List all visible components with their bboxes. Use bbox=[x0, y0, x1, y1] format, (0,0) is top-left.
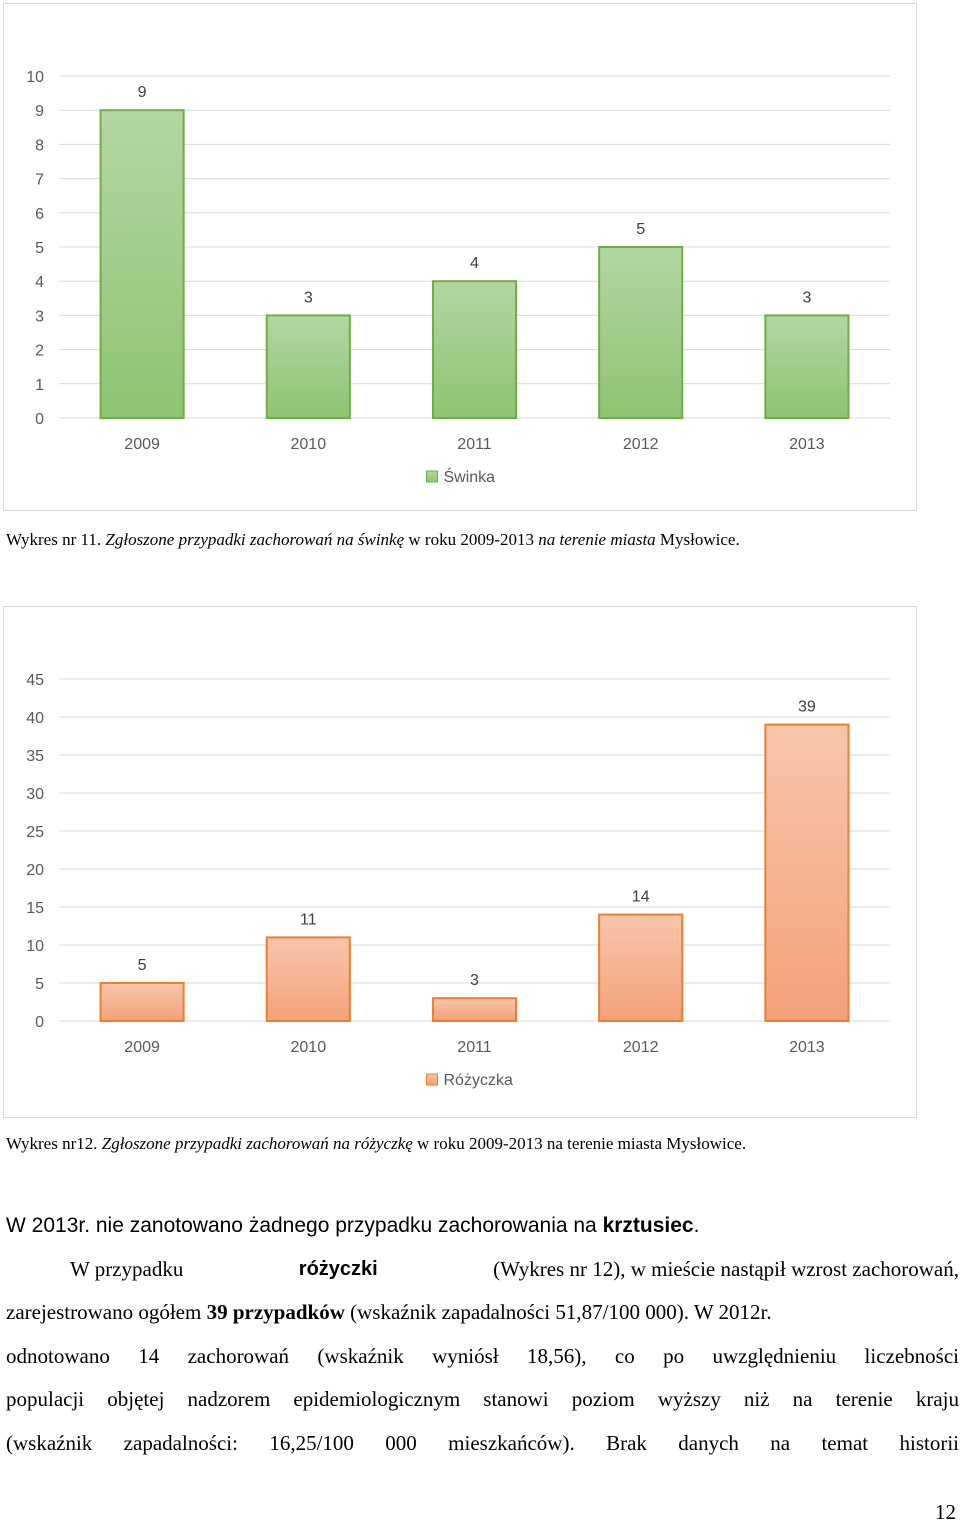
caption-mid: w roku 2009-2013 na terenie miasta bbox=[412, 1134, 663, 1153]
rubella-bar-2010 bbox=[265, 936, 351, 1022]
paragraph-line-4: odnotowano 14 zachorowań (wskaźnik wynió… bbox=[6, 1344, 959, 1368]
data-label: 5 bbox=[138, 957, 147, 974]
data-label: 5 bbox=[636, 221, 645, 238]
text: . bbox=[693, 1214, 700, 1237]
text: zarejestrowano ogółem bbox=[6, 1300, 207, 1324]
y-tick-label: 9 bbox=[35, 103, 44, 120]
text: (Wykres nr 12), w mieście nastąpił wzros… bbox=[493, 1257, 959, 1281]
x-tick-label: 2013 bbox=[789, 436, 825, 453]
y-tick-label: 40 bbox=[26, 710, 44, 727]
x-tick-label: 2009 bbox=[124, 436, 160, 453]
y-tick-label: 7 bbox=[35, 172, 44, 189]
mumps-bar-2013 bbox=[764, 314, 850, 419]
y-tick-label: 10 bbox=[26, 69, 44, 86]
x-tick-label: 2010 bbox=[291, 436, 327, 453]
data-label: 3 bbox=[470, 972, 479, 989]
y-tick-label: 35 bbox=[26, 748, 44, 765]
caption-italic: Zgłoszone przypadki zachorowań na świnkę bbox=[105, 530, 405, 549]
y-tick-label: 30 bbox=[26, 786, 44, 803]
indent-group: W przypadku bbox=[6, 1255, 183, 1283]
y-tick-label: 25 bbox=[26, 824, 44, 841]
y-tick-label: 15 bbox=[26, 900, 44, 917]
mumps-bar-2009 bbox=[99, 109, 185, 419]
rubella-bar-2013 bbox=[764, 723, 850, 1022]
y-tick-label: 3 bbox=[35, 308, 44, 325]
x-tick-label: 2013 bbox=[789, 1039, 825, 1056]
text: W 2013r. nie zanotowano żadnego przypadk… bbox=[6, 1214, 603, 1237]
legend-label: Świnka bbox=[444, 467, 496, 486]
y-tick-label: 5 bbox=[35, 976, 44, 993]
paragraph-line-2: W przypadku różyczki (Wykres nr 12), w m… bbox=[6, 1255, 959, 1283]
x-tick-label: 2011 bbox=[457, 436, 492, 453]
rubella-bar-2012 bbox=[598, 913, 684, 1023]
mumps-bar-2011 bbox=[431, 280, 518, 420]
mumps-bar-2010 bbox=[265, 314, 351, 419]
data-label: 4 bbox=[470, 255, 479, 272]
mumps-chart-caption: Wykres nr 11. Zgłoszone przypadki zachor… bbox=[6, 530, 740, 550]
data-label: 14 bbox=[632, 889, 650, 906]
data-label: 3 bbox=[802, 289, 811, 306]
data-label: 39 bbox=[798, 699, 816, 716]
legend-swatch bbox=[426, 470, 438, 483]
data-label: 11 bbox=[300, 911, 317, 928]
text: W przypadku bbox=[70, 1257, 184, 1281]
text: (wskaźnik zapadalności 51,87/100 000). W… bbox=[344, 1300, 772, 1324]
caption-suffix: Mysłowice. bbox=[655, 530, 740, 549]
rubella-bar-2011 bbox=[431, 997, 518, 1023]
y-tick-label: 4 bbox=[35, 274, 44, 291]
y-tick-label: 0 bbox=[35, 1014, 44, 1031]
caption-suffix: Mysłowice. bbox=[662, 1134, 747, 1153]
y-tick-label: 0 bbox=[35, 411, 44, 428]
mumps-chart: 0 1 2 3 4 5 6 7 8 9 10 9 2009 3 2010 4 2011 5 2012 3 2013 Świ… bbox=[3, 3, 917, 511]
mumps-chart-svg: 0 1 2 3 4 5 6 7 8 9 10 9 2009 3 2010 4 2011 5 2012 3 2013 Świ… bbox=[26, 69, 890, 486]
y-tick-label: 1 bbox=[35, 377, 44, 394]
caption-mid: w roku 2009-2013 bbox=[404, 530, 539, 549]
y-tick-label: 20 bbox=[26, 862, 44, 879]
y-tick-label: 6 bbox=[35, 206, 44, 223]
rubella-chart-caption: Wykres nr12. Zgłoszone przypadki zachoro… bbox=[6, 1134, 746, 1154]
legend-swatch bbox=[426, 1073, 438, 1086]
x-tick-label: 2010 bbox=[291, 1039, 327, 1056]
bold-text: 39 przypadków bbox=[206, 1300, 345, 1324]
mumps-bar-2012 bbox=[598, 246, 684, 419]
x-tick-label: 2012 bbox=[623, 436, 659, 453]
paragraph-line-6: (wskaźnik zapadalności: 16,25/100 000 mi… bbox=[6, 1431, 959, 1455]
y-tick-label: 5 bbox=[35, 240, 44, 257]
page-number: 12 bbox=[935, 1500, 956, 1524]
caption-prefix: Wykres nr12. bbox=[6, 1134, 102, 1153]
rubella-bar-2009 bbox=[99, 982, 185, 1022]
y-tick-label: 8 bbox=[35, 137, 44, 154]
paragraph-line-5: populacji objętej nadzorem epidemiologic… bbox=[6, 1387, 959, 1411]
y-tick-label: 2 bbox=[35, 343, 44, 360]
bold-text: różyczki bbox=[298, 1258, 378, 1280]
caption-italic: Zgłoszone przypadki zachorowań na różycz… bbox=[101, 1134, 413, 1153]
y-tick-label: 45 bbox=[26, 672, 44, 689]
rubella-chart-svg: 0 5 10 15 20 25 30 35 40 45 5 2009 11 2010 3 2011 14 2012… bbox=[26, 672, 890, 1089]
rubella-chart: 0 5 10 15 20 25 30 35 40 45 5 2009 11 2010 3 2011 14 2012… bbox=[3, 606, 917, 1118]
data-label: 3 bbox=[304, 289, 313, 306]
x-tick-label: 2012 bbox=[623, 1039, 659, 1056]
y-tick-label: 10 bbox=[26, 938, 44, 955]
caption-italic-2: na terenie miasta bbox=[538, 530, 656, 549]
x-tick-label: 2011 bbox=[457, 1039, 492, 1056]
x-tick-label: 2009 bbox=[124, 1039, 160, 1056]
data-label: 9 bbox=[138, 84, 147, 101]
caption-prefix: Wykres nr 11. bbox=[6, 530, 106, 549]
legend-label: Różyczka bbox=[444, 1072, 513, 1089]
bold-text: krztusiec bbox=[602, 1214, 694, 1237]
paragraph-line-3: zarejestrowano ogółem 39 przypadków (wsk… bbox=[6, 1298, 959, 1326]
paragraph-line-1: W 2013r. nie zanotowano żadnego przypadk… bbox=[6, 1212, 959, 1240]
